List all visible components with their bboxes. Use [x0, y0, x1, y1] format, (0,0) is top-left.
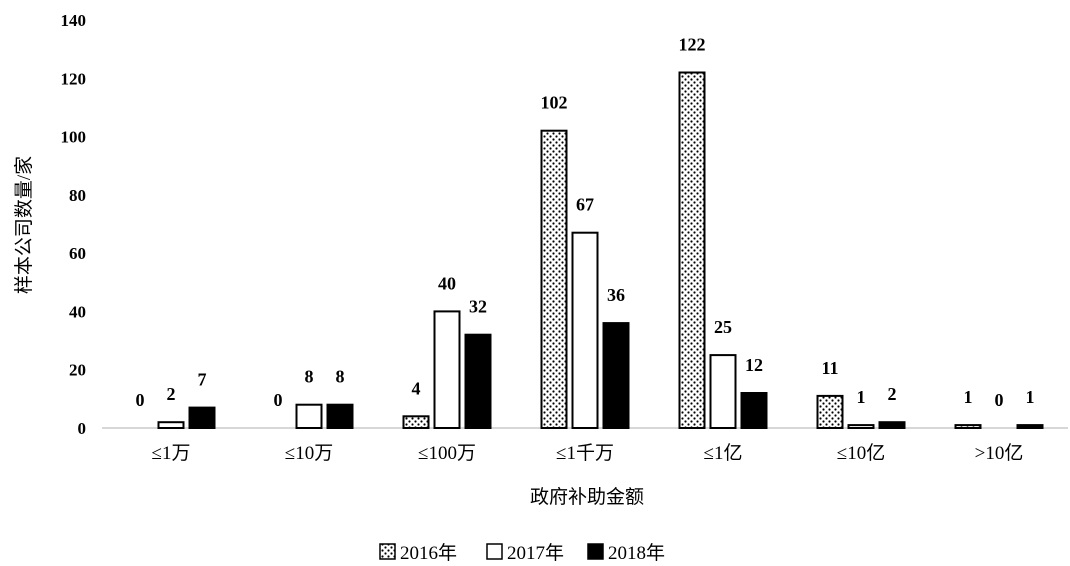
- x-axis-title: 政府补助金额: [530, 486, 644, 508]
- x-tick-label: >10亿: [975, 442, 1024, 464]
- bar-series-3: [464, 333, 492, 430]
- x-tick-label: ≤1万: [152, 443, 191, 464]
- data-label: 2: [167, 384, 176, 404]
- data-label: 1: [964, 387, 973, 407]
- data-label: 0: [136, 390, 145, 410]
- data-label: 1: [857, 387, 866, 407]
- legend-swatch-series-2: [486, 543, 503, 560]
- data-label: 8: [336, 367, 345, 387]
- bar-series-2: [295, 403, 323, 430]
- x-tick-label: ≤10亿: [837, 442, 885, 464]
- bar-series-2: [157, 421, 185, 430]
- x-tick-label: ≤100万: [418, 443, 476, 464]
- legend-label-series-1: 2016年: [400, 542, 457, 564]
- legend-item-series-1: 2016年: [379, 542, 457, 564]
- data-label: 25: [714, 317, 732, 337]
- bar-series-3: [740, 392, 768, 429]
- data-label: 32: [469, 297, 487, 317]
- data-label: 1: [1026, 387, 1035, 407]
- legend: 2016年 2017年 2018年: [379, 542, 665, 564]
- y-tick-label: 40: [69, 302, 86, 321]
- legend-swatch-series-1: [379, 543, 396, 560]
- y-axis-tick-labels: 0 20 40 60 80 100 120 140: [61, 11, 87, 438]
- data-label: 4: [412, 378, 421, 398]
- bar-series-2: [847, 424, 875, 430]
- bar-series-3: [878, 421, 906, 430]
- bar-series-3: [326, 403, 354, 430]
- x-axis-tick-labels: ≤1万 ≤10万 ≤100万 ≤1千万 ≤1亿 ≤10亿 >10亿: [152, 442, 1024, 464]
- bar-series-3: [188, 406, 216, 430]
- bar-series-3: [1016, 424, 1044, 430]
- bar-series-2: [433, 310, 461, 429]
- y-tick-label: 0: [78, 419, 87, 438]
- data-label: 0: [995, 390, 1004, 410]
- data-label: 67: [576, 195, 594, 215]
- y-axis-title: 样本公司数量/家: [13, 156, 35, 294]
- x-tick-label: ≤1亿: [704, 442, 743, 464]
- bars: [157, 71, 1044, 430]
- data-label: 2: [888, 384, 897, 404]
- x-tick-label: ≤10万: [285, 443, 333, 464]
- data-label: 7: [198, 370, 207, 390]
- data-label: 40: [438, 273, 456, 293]
- bar-series-1: [954, 424, 982, 430]
- bar-series-3: [602, 322, 630, 430]
- y-tick-label: 60: [69, 244, 86, 263]
- y-tick-label: 20: [69, 361, 86, 380]
- data-label: 12: [745, 355, 763, 375]
- x-tick-label: ≤1千万: [556, 442, 614, 464]
- y-tick-label: 80: [69, 186, 86, 205]
- data-label: 11: [821, 358, 838, 378]
- data-label: 0: [274, 390, 283, 410]
- bar-series-1: [816, 394, 844, 429]
- bar-series-2: [571, 231, 599, 429]
- legend-item-series-3: 2018年: [587, 542, 665, 564]
- data-label: 8: [305, 367, 314, 387]
- bar-series-2: [709, 354, 737, 430]
- data-label: 122: [679, 35, 706, 55]
- bar-series-1: [678, 71, 706, 429]
- legend-label-series-2: 2017年: [507, 542, 564, 564]
- data-label: 36: [607, 285, 625, 305]
- y-tick-label: 100: [61, 128, 87, 147]
- legend-item-series-2: 2017年: [486, 542, 564, 564]
- legend-swatch-series-3: [587, 543, 604, 560]
- bar-series-1: [402, 415, 430, 429]
- bar-series-1: [540, 129, 568, 429]
- y-tick-label: 120: [61, 69, 87, 88]
- data-label: 102: [541, 93, 568, 113]
- legend-label-series-3: 2018年: [608, 542, 665, 564]
- y-tick-label: 140: [61, 11, 87, 30]
